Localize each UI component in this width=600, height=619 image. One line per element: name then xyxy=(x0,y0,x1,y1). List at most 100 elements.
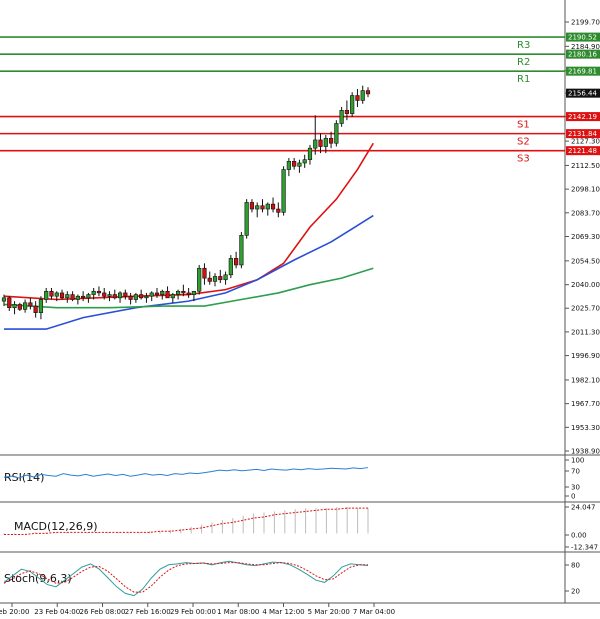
candle-body xyxy=(292,161,297,167)
candle-body xyxy=(181,290,186,294)
time-tick-label: 1 Mar 08:00 xyxy=(217,608,259,616)
time-tick-label: 7 Mar 04:00 xyxy=(353,608,395,616)
candle-body xyxy=(128,295,133,300)
candle-body xyxy=(123,292,128,297)
indicator-tick-label: 70 xyxy=(571,468,580,476)
indicator-main-line xyxy=(3,560,369,597)
current-price-tag xyxy=(566,88,600,98)
candle-body xyxy=(197,267,202,292)
candle-body xyxy=(33,305,38,313)
candle-body xyxy=(297,162,302,167)
level-price-tag-text: 2142.19 xyxy=(568,113,597,121)
moving-average-line-2 xyxy=(4,214,374,330)
candle-body xyxy=(17,304,22,310)
time-tick-label: 26 Feb 08:00 xyxy=(80,608,126,616)
candle-body xyxy=(86,294,91,299)
indicator-tick-label: 100 xyxy=(571,457,584,465)
time-tick-label: 23 Feb 04:00 xyxy=(34,608,80,616)
indicator-tick-label: 30 xyxy=(571,484,580,492)
level-price-tag-text: 2169.81 xyxy=(568,68,597,76)
candle-body xyxy=(249,202,255,210)
level-price-tag-text: 2121.48 xyxy=(568,147,597,155)
macd-title: MACD(12,26,9) xyxy=(14,520,98,533)
price-tick-label: 1953.30 xyxy=(571,424,600,432)
candle-body xyxy=(302,159,307,164)
candle-body xyxy=(281,169,286,213)
candle-body xyxy=(260,205,265,210)
candle-body xyxy=(355,95,360,101)
candle-body xyxy=(212,276,218,282)
candle-body xyxy=(360,90,365,101)
candle-body xyxy=(313,139,318,149)
indicator-main-line xyxy=(3,467,369,479)
candle-body xyxy=(186,292,191,295)
level-price-tag-r2 xyxy=(566,49,600,59)
candle-body xyxy=(149,292,154,297)
candle-body xyxy=(307,147,313,160)
price-tick-label: 2127.30 xyxy=(571,138,600,146)
candle-body xyxy=(350,95,355,114)
price-tick-label: 2199.70 xyxy=(571,19,600,27)
indicator-tick-label: 0.00 xyxy=(571,532,587,540)
candle-body xyxy=(23,302,28,310)
level-label-s1: S1 xyxy=(517,120,530,131)
candle-body xyxy=(70,294,75,300)
candle-body xyxy=(102,292,107,297)
stoch-title: Stoch(9,6,3) xyxy=(4,572,72,585)
level-price-tag-s1 xyxy=(566,112,600,122)
candle-body xyxy=(139,294,144,299)
candle-body xyxy=(344,110,349,114)
candle-body xyxy=(239,235,244,266)
price-tick-label: 2040.00 xyxy=(571,281,600,289)
candle-body xyxy=(49,290,54,297)
candle-body xyxy=(65,294,70,299)
candle-body xyxy=(170,294,175,299)
candle-body xyxy=(75,295,80,300)
price-tick-label: 1996.90 xyxy=(571,352,600,360)
candle-body xyxy=(265,203,270,210)
candle-body xyxy=(91,290,96,295)
candle-body xyxy=(286,161,291,170)
price-tick-label: 1967.70 xyxy=(571,400,600,408)
indicator-tick-label: 20 xyxy=(571,588,580,596)
level-label-r3: R3 xyxy=(517,40,530,51)
level-label-s3: S3 xyxy=(517,154,530,165)
candle-body xyxy=(318,139,323,147)
level-price-tag-r1 xyxy=(566,66,600,76)
indicator-tick-label: 0 xyxy=(571,493,575,501)
time-tick-label: 29 Feb 00:00 xyxy=(170,608,216,616)
candle-body xyxy=(228,258,233,276)
candle-body xyxy=(276,208,281,213)
price-tick-label: 2011.30 xyxy=(571,328,600,336)
candle-body xyxy=(112,294,117,299)
indicator-tick-label: 24.047 xyxy=(571,504,596,512)
candle-body xyxy=(223,274,228,281)
level-price-tag-text: 2180.16 xyxy=(568,51,597,59)
time-tick-label: 5 Mar 20:00 xyxy=(308,608,350,616)
candle-body xyxy=(1,297,7,302)
candle-body xyxy=(207,277,212,282)
price-tick-label: 2025.70 xyxy=(571,305,600,313)
candle-body xyxy=(165,290,170,299)
candle-body xyxy=(7,297,12,309)
candle-body xyxy=(328,137,334,144)
level-price-tag-s2 xyxy=(566,129,600,139)
candle-body xyxy=(44,290,49,300)
candle-body xyxy=(323,137,328,147)
candle-body xyxy=(160,290,165,295)
price-tick-label: 2184.90 xyxy=(571,43,600,51)
candle-body xyxy=(218,276,223,281)
price-tick-label: 2098.10 xyxy=(571,186,600,194)
candle-body xyxy=(255,205,260,210)
candle-body xyxy=(270,203,276,210)
level-price-tag-text: 2131.84 xyxy=(568,130,597,138)
price-tick-label: 1938.90 xyxy=(571,448,600,456)
indicator-signal-line xyxy=(3,562,368,593)
level-price-tag-text: 2190.52 xyxy=(568,34,597,42)
moving-average-line-3 xyxy=(3,267,374,309)
price-tick-label: 2054.50 xyxy=(571,257,600,265)
level-label-s2: S2 xyxy=(517,137,530,148)
candle-body xyxy=(334,123,339,144)
candle-body xyxy=(339,110,344,124)
time-tick-label: 27 Feb 16:00 xyxy=(125,608,171,616)
